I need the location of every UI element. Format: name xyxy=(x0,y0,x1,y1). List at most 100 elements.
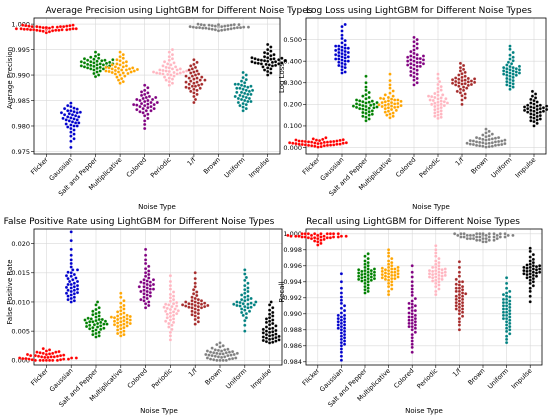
data-point xyxy=(70,120,75,124)
data-point xyxy=(389,101,394,105)
data-point xyxy=(433,95,437,100)
data-point xyxy=(383,268,388,272)
data-point xyxy=(141,111,145,115)
data-point xyxy=(525,276,529,280)
data-point xyxy=(62,113,67,117)
data-point xyxy=(528,272,532,276)
data-point xyxy=(79,60,83,64)
data-point xyxy=(104,69,108,73)
data-point xyxy=(221,344,225,348)
data-point xyxy=(93,54,98,58)
data-point xyxy=(252,303,256,307)
data-point xyxy=(360,276,364,280)
panel-recall: Recall using LightGBM for Different Nois… xyxy=(278,217,543,415)
data-point xyxy=(389,104,394,108)
data-point xyxy=(511,72,515,76)
data-point xyxy=(184,304,188,308)
data-point xyxy=(246,99,250,104)
data-point xyxy=(75,124,79,128)
data-point xyxy=(104,65,108,70)
data-point xyxy=(514,70,518,74)
data-point xyxy=(439,85,443,89)
data-point xyxy=(391,89,395,93)
data-point xyxy=(119,312,123,316)
data-point xyxy=(47,352,52,356)
data-point xyxy=(436,76,440,81)
data-point xyxy=(502,72,506,76)
data-point xyxy=(144,267,148,271)
data-point xyxy=(193,281,197,285)
data-point xyxy=(534,274,539,278)
data-point xyxy=(162,75,167,79)
data-point xyxy=(262,51,267,55)
data-point xyxy=(457,265,461,269)
data-point xyxy=(95,63,99,67)
data-point xyxy=(505,73,509,77)
data-point xyxy=(170,57,175,61)
data-point xyxy=(71,268,75,272)
data-point xyxy=(166,72,170,77)
data-point xyxy=(72,110,76,114)
data-point xyxy=(193,277,197,281)
data-point xyxy=(266,47,270,52)
data-point xyxy=(75,291,80,295)
data-point xyxy=(139,298,143,302)
data-point xyxy=(487,145,491,149)
data-point xyxy=(454,83,458,87)
data-point xyxy=(118,50,122,54)
data-point xyxy=(466,76,470,81)
data-point xyxy=(141,107,145,111)
data-point xyxy=(92,64,96,68)
data-point xyxy=(92,61,96,65)
data-point xyxy=(418,56,422,61)
data-point xyxy=(393,102,397,106)
data-point xyxy=(147,94,152,99)
data-point xyxy=(440,268,444,272)
data-point xyxy=(249,84,253,88)
data-point xyxy=(220,28,224,32)
data-point xyxy=(501,317,506,321)
data-point xyxy=(407,325,411,329)
data-point xyxy=(274,335,278,340)
data-point xyxy=(532,106,536,110)
data-point xyxy=(336,326,340,330)
data-point xyxy=(198,86,202,90)
data-point xyxy=(196,320,200,324)
data-point xyxy=(246,306,250,310)
data-point xyxy=(478,136,482,141)
data-point xyxy=(529,101,533,105)
data-point xyxy=(378,96,383,100)
data-point xyxy=(390,283,394,287)
data-point xyxy=(372,267,377,271)
data-point xyxy=(89,55,93,59)
data-point xyxy=(319,232,323,236)
data-point xyxy=(54,28,58,32)
data-point xyxy=(215,351,219,355)
data-point xyxy=(367,90,371,95)
data-point xyxy=(442,104,446,108)
data-point xyxy=(261,327,265,331)
data-point xyxy=(382,97,386,101)
data-point xyxy=(109,315,113,319)
data-point xyxy=(313,141,317,145)
data-point xyxy=(241,94,245,99)
data-point xyxy=(383,271,388,275)
data-point xyxy=(97,53,101,57)
data-point xyxy=(68,279,72,284)
data-point xyxy=(215,342,219,347)
data-point xyxy=(459,232,463,236)
data-point xyxy=(138,105,142,109)
data-point xyxy=(124,68,129,72)
data-point xyxy=(505,301,509,305)
data-point xyxy=(246,294,250,298)
data-point xyxy=(104,61,109,65)
data-point xyxy=(529,108,533,112)
data-point xyxy=(413,304,417,308)
data-point xyxy=(410,280,414,284)
data-point xyxy=(462,232,466,236)
data-point xyxy=(120,77,124,81)
data-point xyxy=(508,312,512,316)
data-point xyxy=(431,273,435,277)
data-point xyxy=(101,67,105,71)
data-point xyxy=(413,326,417,330)
